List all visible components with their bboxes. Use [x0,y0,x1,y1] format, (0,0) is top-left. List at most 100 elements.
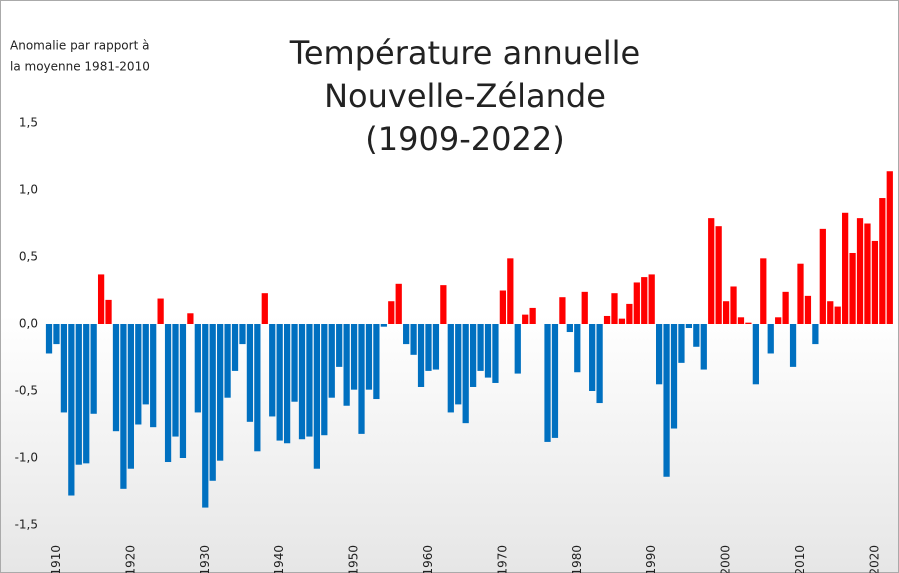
bar [447,324,454,413]
bar [596,324,603,404]
bar [864,223,871,324]
bar [276,324,283,441]
bar [455,324,462,405]
bar [581,291,588,324]
y-tick-label: 1,0 [19,183,38,197]
bar [350,324,358,390]
bar [484,324,492,378]
bar [589,324,596,391]
bar [693,324,700,347]
bar [194,324,201,413]
bar [120,324,127,489]
bar [298,324,306,440]
bar [417,324,425,387]
y-tick-label: -0,5 [15,384,38,398]
bar [105,299,112,324]
bar [179,324,187,458]
bar [507,258,514,324]
bar [45,324,53,354]
bar [172,324,179,437]
bar [75,324,82,465]
bar [328,324,335,398]
bar [187,313,194,324]
x-tick-label: 1920 [123,545,137,573]
x-tick-label: 1990 [644,545,658,573]
bar [150,324,157,428]
bar [343,324,350,406]
bar [886,171,893,324]
bar [469,324,477,387]
bar [440,285,447,324]
bar [544,324,551,442]
bar [737,317,745,324]
x-tick-label: 2000 [719,545,733,573]
x-tick-label: 1930 [198,545,212,573]
bar [388,301,395,324]
bar [291,324,298,402]
bar [522,314,529,324]
bar [760,258,767,324]
bar [603,315,611,324]
bar [499,290,507,324]
bar [261,293,268,324]
bar [626,303,633,324]
chart-title: Nouvelle-Zélande [324,77,606,115]
bar [670,324,678,429]
bar [812,324,819,345]
chart-title: Température annuelle [289,34,640,72]
bar [879,198,886,324]
bar [321,324,328,436]
x-tick-label: 1950 [347,545,361,573]
y-tick-label: 0,5 [19,250,38,264]
bar [365,324,373,390]
bar [752,324,759,385]
bar [745,322,752,324]
bar [142,324,149,405]
bar [834,306,841,324]
bar [789,324,797,367]
x-tick-label: 1910 [49,545,63,573]
bar [306,324,313,437]
bar [492,324,499,383]
bar [217,324,224,461]
bar [432,324,440,370]
bar [97,274,105,324]
bar [425,324,432,371]
y-tick-label: 1,5 [19,116,38,130]
bar [849,252,856,324]
x-tick-label: 1960 [421,545,435,573]
bar [782,291,789,324]
bar [856,218,864,324]
bar [157,298,164,324]
bar [819,228,826,324]
x-tick-label: 2010 [793,545,807,573]
bar [804,295,812,324]
chart-title: (1909-2022) [365,120,564,158]
bar [283,324,291,444]
bar [871,240,879,324]
y-tick-label: -1,5 [15,518,38,532]
bar [722,301,730,324]
bar [313,324,320,469]
bar [112,324,120,432]
bar [135,324,142,425]
bar [202,324,209,508]
bar [164,324,172,463]
bar [611,293,618,324]
bar [68,324,75,496]
y-label: Anomalie par rapport à [10,39,149,53]
y-tick-label: 0,0 [19,317,38,331]
bar [767,324,774,354]
bar [529,307,536,324]
bar [127,324,134,469]
bar [224,324,231,398]
bar [559,297,566,324]
bar [395,283,402,324]
bar [462,324,469,424]
bar [514,324,521,374]
bar [380,324,387,327]
bar [656,324,663,385]
bar [708,218,715,324]
bar [231,324,239,371]
